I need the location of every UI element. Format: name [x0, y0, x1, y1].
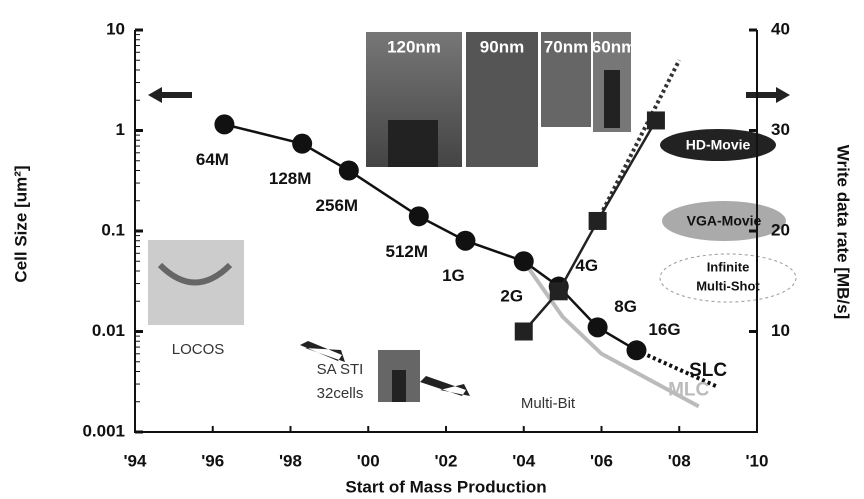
annotation: HD-Movie: [686, 137, 751, 153]
marker: [214, 114, 234, 134]
trend-label: MLC: [668, 379, 709, 400]
annotation: LOCOS: [172, 341, 225, 358]
point-label: 4G: [575, 256, 598, 275]
y2-tick-label: 10: [771, 321, 790, 340]
marker: [588, 317, 608, 337]
marker: [515, 323, 533, 341]
marker: [550, 282, 568, 300]
y-tick-label: 0.001: [82, 421, 125, 440]
point-label: 128M: [269, 169, 312, 188]
point-label: 64M: [196, 150, 229, 169]
point-label: 8G: [614, 297, 637, 316]
y-axis-label: Cell Size [um²]: [11, 165, 30, 282]
annotation: VGA-Movie: [687, 213, 762, 229]
x-tick-label: '96: [201, 451, 224, 470]
x-tick-label: '00: [357, 451, 380, 470]
y-tick-label: 10: [106, 19, 125, 38]
x-axis-label: Start of Mass Production: [345, 477, 546, 496]
photo-label: 60nm: [592, 37, 636, 56]
point-label: 512M: [386, 242, 429, 261]
point-label: 256M: [316, 196, 359, 215]
trend-label: SLC: [689, 360, 727, 381]
y-tick-label: 0.01: [92, 321, 125, 340]
annotation: 32cells: [317, 385, 364, 402]
photo-label: 120nm: [387, 37, 441, 56]
annotation: Multi-Shot: [696, 278, 760, 293]
marker: [589, 212, 607, 230]
point-label: 16G: [648, 320, 680, 339]
marker: [409, 206, 429, 226]
x-tick-label: '06: [590, 451, 613, 470]
point-label: 1G: [442, 266, 465, 285]
marker: [626, 340, 646, 360]
photo-label: 90nm: [480, 37, 524, 56]
x-tick-label: '08: [668, 451, 691, 470]
marker: [647, 111, 665, 129]
chart: Cell Size [um²] Write data rate [MB/s] S…: [0, 0, 864, 499]
point-label: 2G: [500, 287, 523, 306]
x-tick-label: '10: [746, 451, 769, 470]
x-tick-label: '04: [512, 451, 535, 470]
annotation: SA STI: [317, 361, 364, 378]
marker: [514, 251, 534, 271]
annotation: Multi-Bit: [521, 395, 576, 412]
y2-axis-label: Write data rate [MB/s]: [834, 145, 853, 319]
x-tick-label: '98: [279, 451, 302, 470]
y2-tick-label: 40: [771, 19, 790, 38]
photo-label: 70nm: [544, 37, 588, 56]
y2-tick-label: 30: [771, 120, 790, 139]
marker: [292, 134, 312, 154]
y2-tick-label: 20: [771, 220, 790, 239]
annotation: Infinite: [707, 259, 750, 274]
marker: [339, 160, 359, 180]
marker: [455, 231, 475, 251]
x-tick-label: '94: [124, 451, 147, 470]
y-tick-label: 0.1: [101, 220, 125, 239]
y-tick-label: 1: [116, 120, 125, 139]
x-tick-label: '02: [435, 451, 458, 470]
